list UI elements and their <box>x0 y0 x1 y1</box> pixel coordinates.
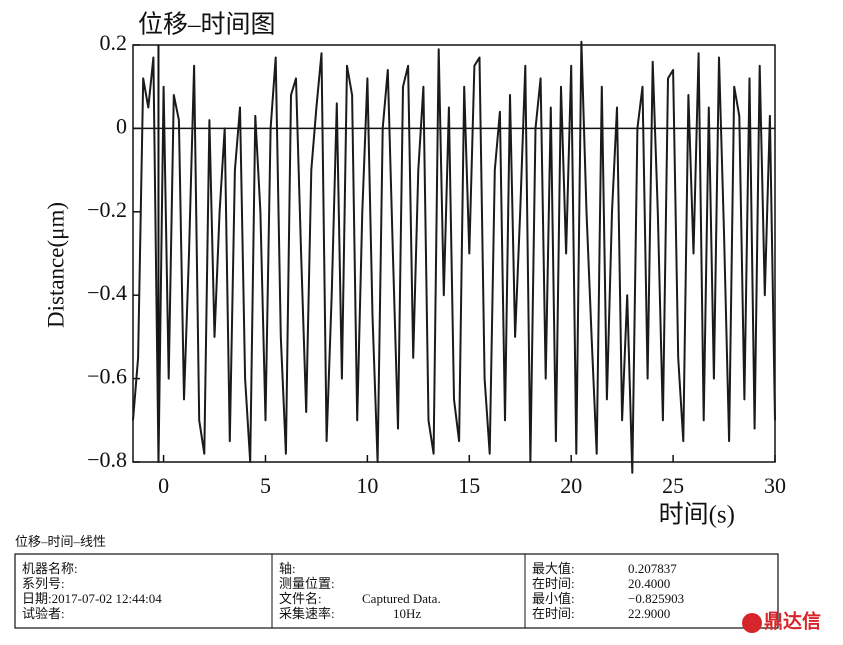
y-tick-label: −0.4 <box>87 280 127 305</box>
watermark-text: 鼎达信 <box>764 609 821 632</box>
data-line <box>132 40 776 474</box>
table-label: 最小值: <box>532 591 575 606</box>
table-label: 在时间: <box>532 576 575 591</box>
table-value: 0.207837 <box>628 561 677 576</box>
table-label: 测量位置: <box>279 576 335 591</box>
table-label: 采集速率: <box>279 606 335 621</box>
table-value: 22.9000 <box>628 606 670 621</box>
watermark-logo <box>742 613 762 633</box>
table-value: 20.4000 <box>628 576 670 591</box>
watermark: 鼎达信 <box>742 609 821 633</box>
table-value: Captured Data. <box>362 591 441 606</box>
y-tick-label: −0.6 <box>87 364 127 389</box>
x-tick-label: 15 <box>458 473 480 498</box>
table-label: 在时间: <box>532 606 575 621</box>
table-label: 日期:2017-07-02 12:44:04 <box>22 591 162 606</box>
table-title: 位移–时间–线性 <box>15 534 106 549</box>
x-tick-label: 30 <box>764 473 786 498</box>
x-tick-label: 25 <box>662 473 684 498</box>
table-label: 系列号: <box>22 576 65 591</box>
y-tick-label: −0.8 <box>87 447 127 472</box>
x-tick-label: 10 <box>356 473 378 498</box>
chart-title: 位移–时间图 <box>138 11 276 39</box>
table-value: −0.825903 <box>628 591 684 606</box>
table-border <box>14 553 779 629</box>
table-label: 机器名称: <box>22 561 78 576</box>
x-tick-label: 0 <box>158 473 169 498</box>
y-axis-label: Distance(μm) <box>43 202 68 328</box>
y-tick-label: 0.2 <box>100 30 128 55</box>
table-label: 最大值: <box>532 561 575 576</box>
table-label: 轴: <box>279 561 296 576</box>
x-axis-label: 时间(s) <box>659 501 735 529</box>
y-tick-label: 0 <box>116 113 127 138</box>
plot-frame <box>132 44 776 463</box>
x-tick-label: 5 <box>260 473 271 498</box>
y-tick-label: −0.2 <box>87 197 127 222</box>
table-value: 10Hz <box>393 606 421 621</box>
table-label: 试验者: <box>22 606 65 621</box>
x-tick-label: 20 <box>560 473 582 498</box>
table-label: 文件名: <box>279 591 322 606</box>
